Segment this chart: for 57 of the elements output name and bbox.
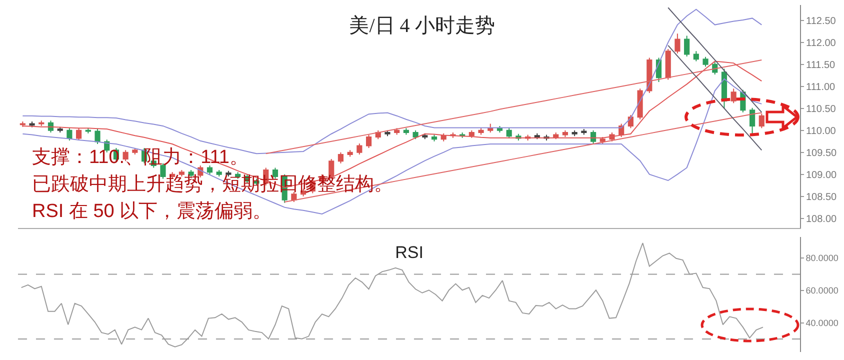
line-series	[668, 7, 762, 113]
candlestick	[356, 143, 362, 156]
y-tick-label: 108.50	[806, 192, 838, 203]
candlestick	[216, 169, 222, 178]
candlestick	[562, 130, 568, 138]
candlestick	[468, 130, 474, 138]
candlestick	[730, 88, 736, 104]
candlestick	[750, 107, 756, 134]
candlestick	[347, 150, 353, 158]
candlestick	[628, 114, 634, 129]
y-tick-label: 111.50	[806, 60, 836, 71]
candlestick	[94, 128, 100, 144]
candlestick	[478, 128, 484, 136]
candlestick	[431, 134, 438, 142]
candlestick	[488, 123, 494, 134]
candlestick	[122, 150, 128, 162]
text: 美/日 4 小时走势	[349, 14, 495, 37]
candlestick	[590, 130, 596, 144]
candlestick	[506, 128, 512, 139]
candlestick	[693, 50, 699, 62]
candlestick	[132, 147, 138, 156]
candlestick	[684, 35, 690, 57]
y-tick-label: 80.0000	[806, 253, 838, 264]
candlestick	[338, 152, 344, 164]
y-tick-label: 111.00	[806, 82, 836, 93]
candlestick	[366, 134, 372, 148]
candlestick	[572, 130, 578, 137]
y-tick-label: 110.50	[806, 104, 836, 115]
candlestick	[57, 126, 63, 134]
candlestick	[534, 132, 540, 140]
y-tick-label: 110.00	[806, 126, 836, 137]
y-tick-label: 109.00	[806, 170, 838, 181]
annotation: RSI 在 50 以下，震荡偏弱。	[32, 201, 272, 222]
candlestick	[384, 130, 390, 137]
candlestick	[581, 128, 587, 136]
y-tick-label: 108.00	[806, 214, 838, 225]
candlestick	[646, 57, 652, 94]
y-tick-label: 112.00	[806, 38, 836, 49]
y-tick-label: 60.0000	[806, 286, 838, 296]
y-tick-label: 109.50	[806, 148, 838, 159]
candlestick	[29, 121, 35, 128]
candlestick	[412, 130, 418, 140]
y-tick-label: 112.50	[806, 16, 836, 27]
line-series	[668, 44, 762, 151]
candlestick	[403, 128, 409, 136]
chart-title: RSI	[395, 242, 424, 262]
candlestick	[422, 132, 428, 140]
candlestick	[76, 128, 82, 141]
candlestick	[665, 48, 671, 80]
candlestick	[674, 33, 680, 54]
candlestick	[38, 120, 44, 126]
candlestick	[758, 113, 764, 129]
line-series	[265, 59, 762, 154]
candlestick	[702, 56, 708, 68]
y-tick-label: 40.0000	[806, 318, 838, 328]
candlestick	[637, 88, 643, 120]
candlestick	[66, 128, 72, 141]
